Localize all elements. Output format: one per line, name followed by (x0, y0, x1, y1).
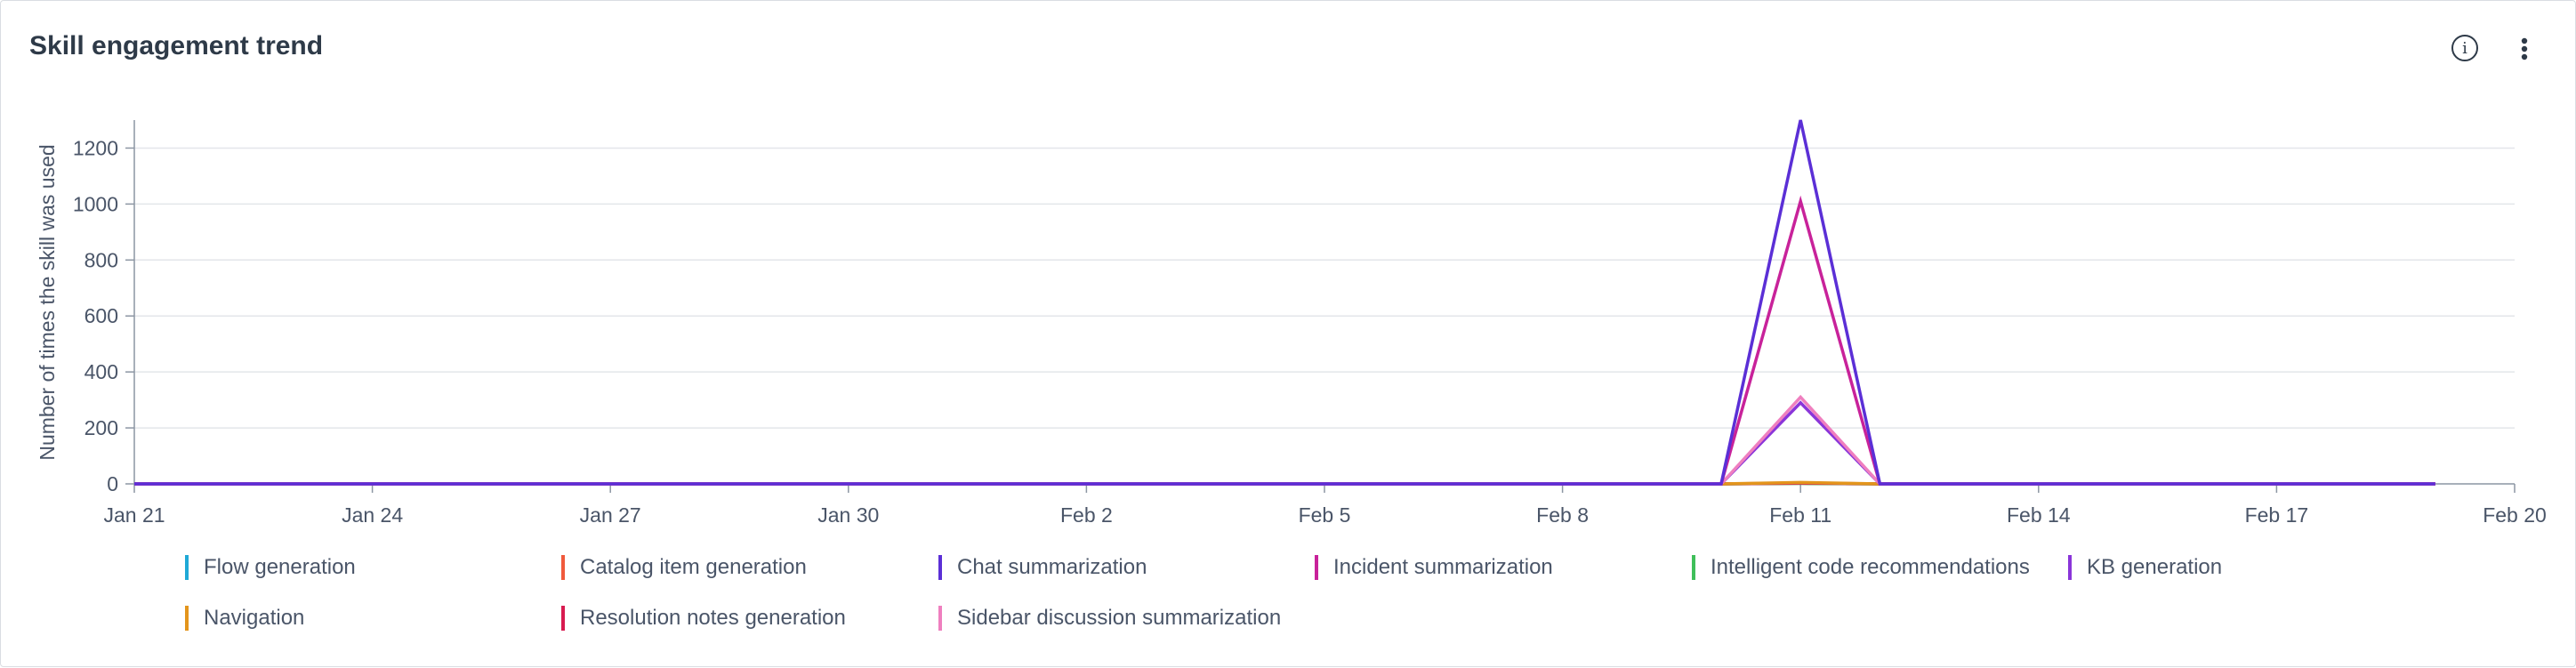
legend-swatch (561, 555, 565, 580)
x-tick-label: Feb 11 (1769, 503, 1831, 527)
x-tick-label: Feb 14 (2007, 503, 2071, 527)
y-tick-label: 600 (85, 304, 118, 327)
legend-label: Catalog item generation (580, 555, 807, 579)
x-tick-label: Feb 20 (2483, 503, 2547, 527)
x-tick-label: Jan 27 (580, 503, 641, 527)
legend-label: Sidebar discussion summarization (957, 606, 1282, 630)
y-tick-label: 400 (85, 360, 118, 383)
x-tick-label: Feb 2 (1060, 503, 1113, 527)
legend-swatch (185, 606, 189, 631)
legend-label: Intelligent code recommendations (1711, 555, 2030, 579)
legend-label: Incident summarization (1333, 555, 1553, 579)
legend-swatch (938, 606, 942, 631)
legend-label: Navigation (204, 606, 305, 630)
legend-swatch (561, 606, 565, 631)
x-tick-label: Feb 17 (2245, 503, 2309, 527)
legend-item[interactable]: Resolution notes generation (561, 605, 846, 632)
series-line-sidebar-discussion-summarization (134, 394, 2435, 486)
series-line-chat-summarization (134, 119, 2435, 486)
chart-title: Skill engagement trend (29, 31, 324, 60)
legend-swatch (1315, 555, 1318, 580)
legend-item[interactable]: Sidebar discussion summarization (938, 605, 1281, 632)
legend-item[interactable]: KB generation (2068, 554, 2222, 581)
legend-swatch (2068, 555, 2072, 580)
legend-item[interactable]: Chat summarization (938, 554, 1147, 581)
legend-swatch (938, 555, 942, 580)
x-tick-label: Jan 24 (342, 503, 403, 527)
y-axis-label: Number of times the skill was used (36, 144, 59, 460)
legend-swatch (1692, 555, 1695, 580)
y-tick-label: 0 (107, 472, 118, 495)
x-tick-label: Feb 5 (1299, 503, 1351, 527)
legend-label: KB generation (2087, 555, 2223, 579)
x-tick-label: Feb 8 (1536, 503, 1589, 527)
legend-swatch (185, 555, 189, 580)
legend-item[interactable]: Catalog item generation (561, 554, 807, 581)
legend-item[interactable]: Flow generation (185, 554, 356, 581)
more-vertical-icon[interactable] (2511, 35, 2538, 63)
legend-item[interactable]: Intelligent code recommendations (1692, 554, 2030, 581)
x-tick-label: Jan 30 (817, 503, 879, 527)
y-tick-label: 800 (85, 248, 118, 271)
legend-label: Resolution notes generation (580, 606, 846, 630)
legend-item[interactable]: Navigation (185, 605, 304, 632)
series-line-incident-summarization (134, 195, 2435, 486)
info-icon[interactable]: i (2451, 35, 2478, 61)
x-tick-label: Jan 21 (103, 503, 165, 527)
legend-label: Flow generation (204, 555, 356, 579)
y-tick-label: 1000 (73, 192, 118, 215)
y-tick-label: 1200 (73, 136, 118, 159)
legend-item[interactable]: Incident summarization (1315, 554, 1553, 581)
legend-label: Chat summarization (957, 555, 1147, 579)
series-line-kb-generation (134, 400, 2435, 486)
y-tick-label: 200 (85, 416, 118, 439)
